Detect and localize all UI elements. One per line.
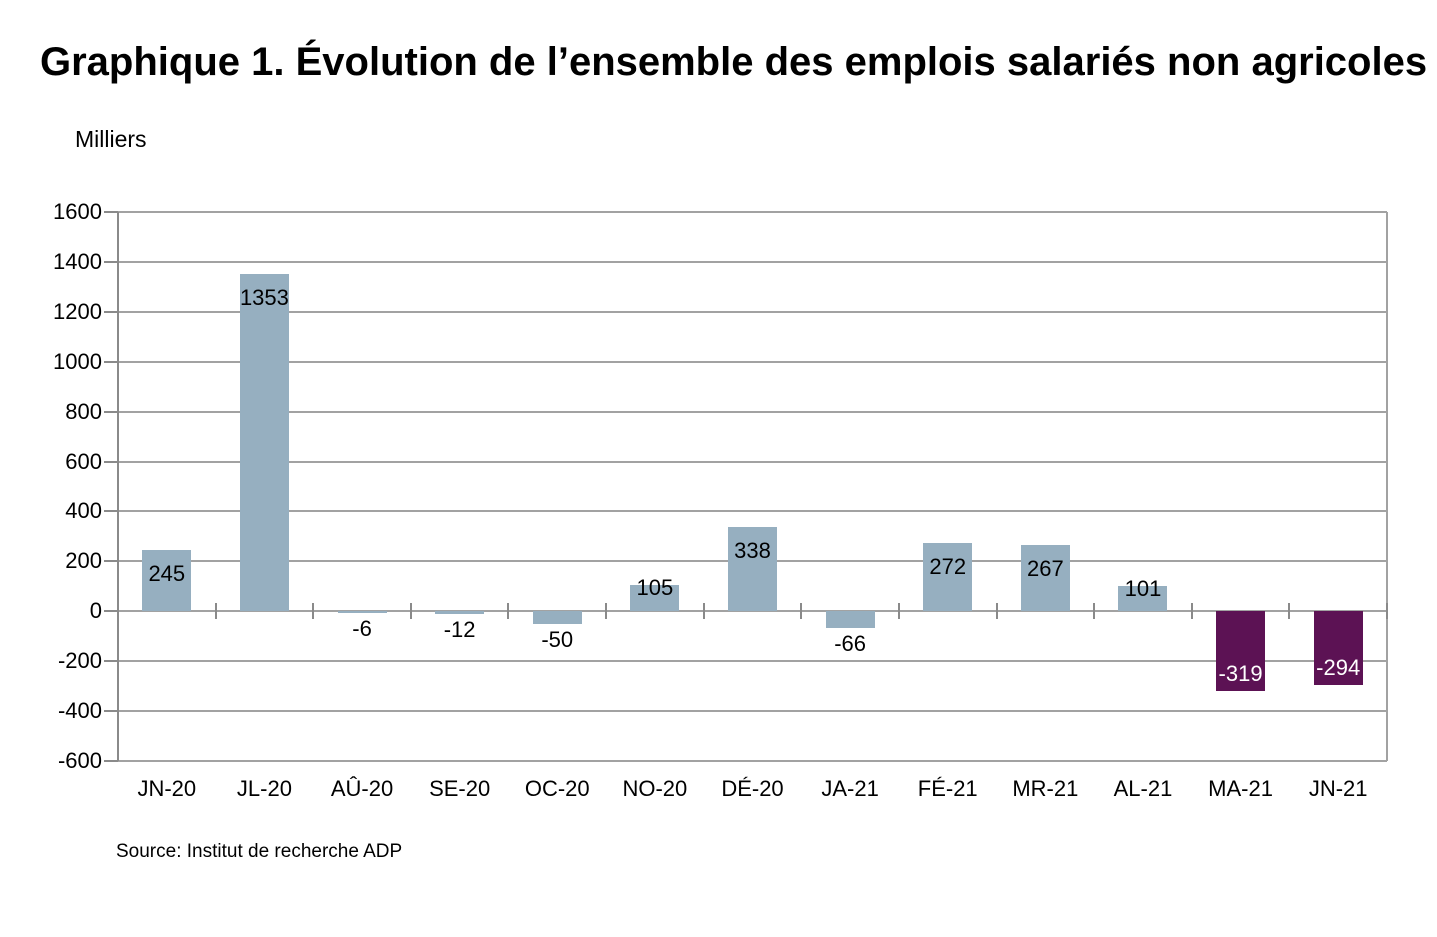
y-axis-label: 400 <box>65 498 102 524</box>
x-axis-tick <box>1093 603 1096 620</box>
bar-OC-20 <box>532 611 582 624</box>
y-axis-label: 0 <box>89 598 102 624</box>
x-axis-label: DÉ-20 <box>721 776 784 801</box>
bar-MA-21 <box>1216 611 1266 691</box>
bar-JN-21 <box>1313 611 1363 685</box>
y-axis-unit-label: Milliers <box>75 126 147 152</box>
y-axis-tick <box>104 660 118 663</box>
bar-value-label: 245 <box>148 561 186 587</box>
bar-value-label: -294 <box>1316 654 1361 680</box>
bar-JA-21 <box>825 611 875 628</box>
bar-JL-20 <box>239 273 289 612</box>
bar-value-label: 267 <box>1026 555 1064 581</box>
x-axis-label: JN-21 <box>1308 776 1368 801</box>
y-axis-label: 1600 <box>53 199 102 224</box>
x-axis-tick <box>605 603 608 620</box>
y-axis-line <box>117 212 119 761</box>
y-axis-tick <box>104 510 118 513</box>
y-axis-tick <box>104 410 118 413</box>
x-axis-tick <box>800 603 803 620</box>
bar-value-label: -12 <box>443 617 476 643</box>
x-axis-tick <box>995 603 998 620</box>
y-axis-tick <box>104 211 118 213</box>
x-axis-tick <box>507 603 510 620</box>
gridline <box>118 211 1387 213</box>
gridline <box>118 360 1387 363</box>
bar-DÉ-20 <box>728 526 777 612</box>
bar-NO-20 <box>630 585 680 612</box>
bar-value-label: -319 <box>1218 660 1263 686</box>
x-axis-tick <box>897 603 900 620</box>
x-axis-label: JN-20 <box>137 776 197 801</box>
y-axis-tick <box>104 710 118 713</box>
y-axis-tick <box>104 310 118 313</box>
x-axis-tick <box>1190 603 1193 620</box>
y-axis-label: 200 <box>65 548 102 574</box>
bar-MR-21 <box>1020 544 1070 612</box>
bar-value-label: -6 <box>352 615 372 641</box>
y-axis-label: 1400 <box>53 248 102 274</box>
gridline <box>118 710 1387 713</box>
y-axis-tick <box>104 260 118 263</box>
bar-AÛ-20 <box>337 611 387 614</box>
bar-AL-21 <box>1118 586 1168 612</box>
bar-SE-20 <box>435 611 485 615</box>
bar-value-label: 272 <box>929 554 967 580</box>
x-axis-label: FÉ-21 <box>917 776 978 801</box>
x-axis-tick <box>1288 603 1291 620</box>
chart-title: Graphique 1. Évolution de l’ensemble des… <box>40 40 1428 84</box>
x-axis-tick <box>117 603 119 620</box>
bar-value-label: 105 <box>636 575 674 601</box>
gridline <box>118 610 1387 613</box>
y-axis-label: 1200 <box>53 298 102 324</box>
y-axis-label: -600 <box>57 748 102 773</box>
y-axis-tick <box>104 360 118 363</box>
bar-value-label: 1353 <box>239 284 289 310</box>
x-axis-label: MR-21 <box>1012 776 1079 801</box>
x-axis-label: SE-20 <box>429 776 491 801</box>
x-axis-label: NO-20 <box>622 776 688 801</box>
gridline <box>118 760 1387 762</box>
x-axis-tick <box>702 603 705 620</box>
y-axis-label: 600 <box>65 448 102 474</box>
bar-value-label: 338 <box>734 537 771 563</box>
x-axis-tick <box>1386 603 1388 620</box>
gridline <box>118 310 1387 313</box>
x-axis-label: AL-21 <box>1113 776 1173 801</box>
bar-JN-20 <box>142 550 192 612</box>
gridline <box>118 510 1387 513</box>
gridline <box>118 260 1387 263</box>
y-axis-tick <box>104 610 118 613</box>
gridline <box>118 410 1387 413</box>
x-axis-label: JL-20 <box>236 776 292 801</box>
source-note: Source: Institut de recherche ADP <box>116 841 403 862</box>
x-axis-label: AÛ-20 <box>330 776 394 801</box>
bar-value-label: -50 <box>541 626 574 652</box>
x-axis-tick <box>214 603 217 620</box>
y-axis-tick <box>104 560 118 563</box>
bar-value-label: 101 <box>1124 576 1162 602</box>
y-axis-label: -400 <box>57 698 102 724</box>
x-axis-label: OC-20 <box>524 776 590 801</box>
gridline <box>118 660 1387 663</box>
x-axis-label: JA-21 <box>821 776 879 801</box>
x-axis-tick <box>409 603 412 620</box>
y-axis-label: -200 <box>57 648 102 674</box>
y-axis-tick <box>104 760 118 762</box>
y-axis-tick <box>104 460 118 463</box>
x-axis-tick <box>312 603 315 620</box>
gridline <box>118 460 1387 463</box>
x-axis-label: MA-21 <box>1208 776 1273 801</box>
y-axis-label: 1000 <box>53 348 102 374</box>
y-axis-label: 800 <box>65 398 102 424</box>
plot-right-border <box>1386 212 1388 761</box>
bar-FÉ-21 <box>923 543 973 612</box>
bar-value-label: -66 <box>834 630 866 656</box>
